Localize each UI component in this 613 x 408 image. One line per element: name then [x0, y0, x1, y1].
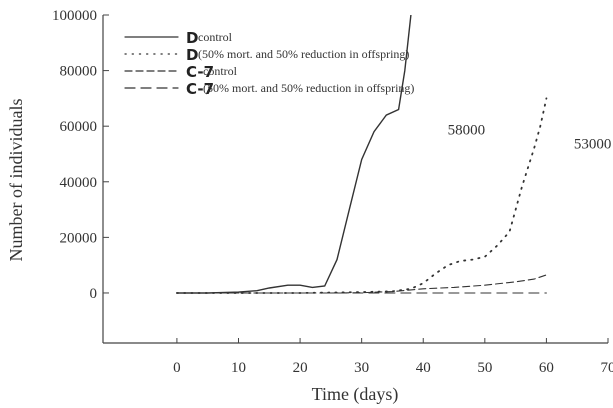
- series-line-1: [176, 15, 412, 294]
- annotation-1: 58000: [448, 123, 486, 139]
- legend-label-2: (50% mort. and 50% reduction in offsprin…: [198, 47, 409, 61]
- x-tick-label: 30: [354, 360, 369, 376]
- legend-label-1: control: [198, 30, 233, 44]
- legend-marker-2: D: [186, 46, 198, 64]
- x-tick-label: 20: [293, 360, 308, 376]
- legend-marker-4: C-7: [186, 80, 214, 98]
- y-tick-label: 0: [90, 286, 98, 302]
- x-axis-title: Time (days): [312, 384, 399, 405]
- x-tick-label: 60: [539, 360, 554, 376]
- x-tick-label: 0: [173, 360, 181, 376]
- series-lines: [175, 15, 548, 294]
- annotation-2: 53000: [574, 137, 612, 153]
- x-tick-label: 10: [231, 360, 246, 376]
- x-tick-label: 40: [416, 360, 431, 376]
- y-axis-title: Number of individuals: [6, 99, 26, 262]
- plot-frame: [102, 15, 608, 344]
- legend-label-4: (50% mort. and 50% reduction in offsprin…: [203, 81, 414, 95]
- series-line-2: [175, 97, 548, 294]
- x-axis-ticks: 0 10 20 30 40 50 60 70: [173, 338, 613, 376]
- x-tick-label: 50: [477, 360, 492, 376]
- y-tick-label: 40000: [60, 175, 98, 191]
- y-tick-label: 20000: [60, 230, 98, 246]
- series-line-3: [176, 274, 547, 294]
- annotations: 58000 53000: [448, 123, 612, 153]
- legend-marker-3: C-7: [186, 63, 214, 81]
- legend-marker-1: D: [186, 29, 198, 47]
- y-tick-label: 80000: [60, 64, 98, 80]
- x-tick-label: 70: [601, 360, 613, 376]
- y-tick-label: 100000: [52, 8, 97, 24]
- y-tick-label: 60000: [60, 119, 98, 135]
- legend-label-3: control: [203, 64, 238, 78]
- y-axis-ticks: 0 20000 40000 60000 80000 100000: [52, 8, 109, 302]
